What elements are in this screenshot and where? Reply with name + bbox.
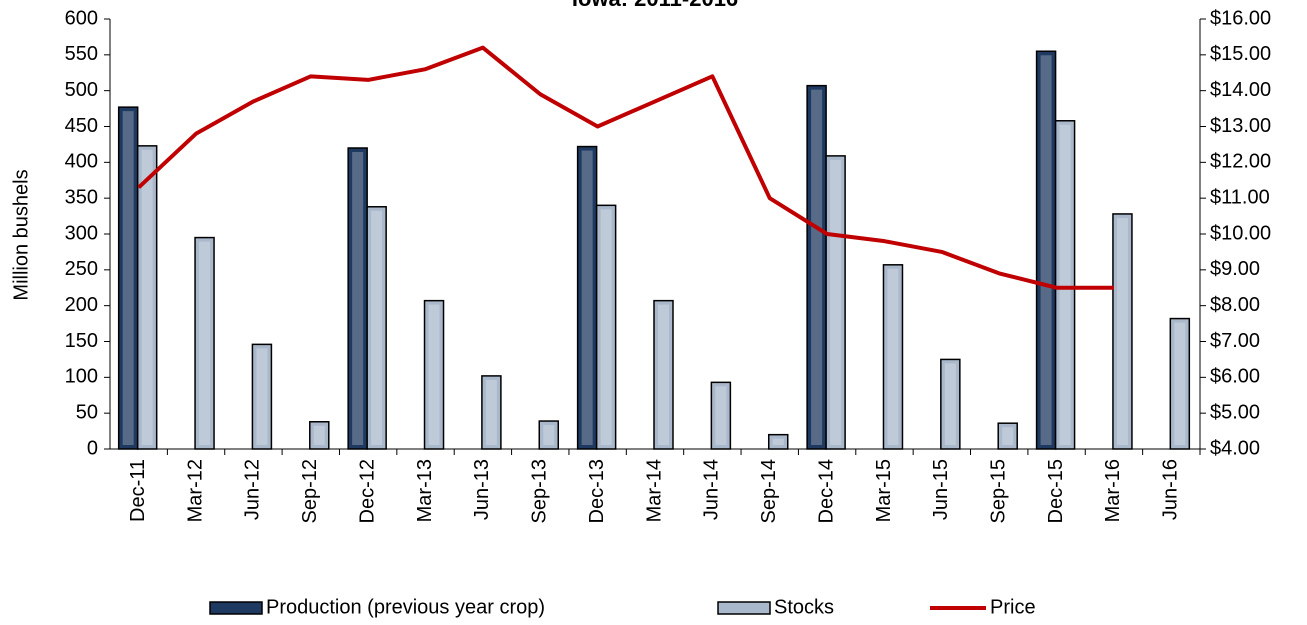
bar-highlight: [1174, 322, 1186, 445]
bar: [136, 145, 158, 450]
y-tick-label: 200: [65, 294, 98, 316]
bar: [653, 299, 674, 450]
bar: [1169, 317, 1191, 450]
bar: [1112, 213, 1133, 450]
bar: [423, 299, 445, 450]
y-tick-label: 450: [65, 115, 98, 137]
bar: [194, 236, 215, 450]
legend-swatch: [717, 601, 771, 615]
y-tick-label: 500: [65, 79, 98, 101]
bar: [710, 381, 732, 450]
y2-tick-label: $4.00: [1210, 437, 1260, 459]
y-tick-label: 600: [65, 7, 98, 29]
chart-title: Iowa: 2011-2016: [572, 0, 738, 11]
y2-tick-label: $13.00: [1210, 115, 1271, 137]
x-tick-label: Mar-15: [873, 459, 895, 522]
legend-label: Production (previous year crop): [266, 596, 545, 618]
y-tick-label: 150: [65, 330, 98, 352]
bar-highlight: [313, 425, 325, 445]
bar: [882, 264, 904, 450]
bar-highlight: [600, 209, 612, 445]
bar-highlight: [581, 150, 593, 446]
bar-highlight: [485, 379, 497, 445]
x-tick-label: Dec-12: [356, 459, 378, 523]
bar: [595, 204, 617, 450]
x-tick-label: Jun-16: [1160, 459, 1182, 520]
bar: [309, 421, 330, 450]
x-tick-label: Jun-12: [242, 459, 264, 520]
bar-highlight: [944, 363, 956, 445]
y2-tick-label: $12.00: [1210, 151, 1271, 173]
bar: [366, 206, 387, 450]
bar-highlight: [352, 152, 364, 445]
y-tick-label: 550: [65, 43, 98, 65]
line: [137, 45, 1114, 290]
y2-tick-label: $8.00: [1210, 294, 1260, 316]
y-tick-label: 300: [65, 222, 98, 244]
bar-highlight: [658, 304, 669, 445]
y2-tick-label: $10.00: [1210, 222, 1271, 244]
bar: [940, 358, 961, 450]
bar-highlight: [1059, 124, 1071, 446]
y-tick-label: 400: [65, 151, 98, 173]
x-tick-label: Mar-16: [1102, 459, 1124, 522]
y-tick-label: 50: [76, 401, 98, 423]
x-tick-label: Dec-11: [127, 459, 149, 522]
bar-highlight: [256, 348, 268, 445]
bar-highlight: [1002, 427, 1014, 445]
y-axis-title: Million bushels: [10, 169, 32, 300]
bar: [1054, 120, 1076, 450]
bar-highlight: [428, 304, 440, 445]
x-tick-label: Dec-14: [815, 459, 837, 523]
y2-tick-label: $5.00: [1210, 401, 1260, 423]
y-tick-label: 350: [65, 186, 98, 208]
x-tick-label: Jun-15: [930, 459, 952, 520]
bar-highlight: [887, 268, 899, 445]
bar-highlight: [1116, 217, 1128, 445]
bar-highlight: [772, 438, 784, 445]
bar-highlight: [715, 386, 727, 445]
y-tick-label: 250: [65, 258, 98, 280]
bar: [538, 420, 560, 450]
bar-highlight: [543, 425, 555, 445]
x-tick-label: Mar-12: [184, 459, 206, 522]
legend-swatch: [209, 601, 263, 615]
bar: [251, 343, 273, 450]
y2-tick-label: $14.00: [1210, 79, 1271, 101]
bar: [997, 422, 1018, 450]
bar-highlight: [830, 159, 842, 445]
bar: [767, 433, 789, 450]
x-tick-label: Jun-14: [701, 459, 723, 520]
x-tick-label: Jun-13: [471, 459, 493, 520]
bar: [481, 375, 502, 450]
bar: [825, 155, 846, 450]
bar-highlight: [371, 210, 383, 445]
x-tick-label: Mar-13: [414, 459, 436, 522]
bar-highlight: [122, 111, 134, 446]
x-tick-label: Mar-14: [643, 459, 665, 522]
x-tick-label: Sep-13: [529, 459, 551, 524]
y-tick-label: 0: [87, 437, 98, 459]
bar-highlight: [141, 149, 153, 445]
legend-label: Price: [990, 596, 1036, 618]
y2-tick-label: $16.00: [1210, 7, 1271, 29]
y2-tick-label: $15.00: [1210, 43, 1271, 65]
x-tick-label: Sep-14: [758, 459, 780, 524]
x-tick-label: Sep-12: [299, 459, 321, 524]
y-tick-label: 100: [65, 366, 98, 388]
bar-highlight: [811, 89, 823, 446]
bar-highlight: [199, 241, 211, 445]
x-tick-label: Sep-15: [987, 459, 1009, 524]
y2-tick-label: $9.00: [1210, 258, 1260, 280]
legend-label: Stocks: [774, 596, 834, 618]
bar-highlight: [1040, 55, 1052, 445]
y2-tick-label: $6.00: [1210, 366, 1260, 388]
x-tick-label: Dec-13: [586, 459, 608, 523]
x-tick-label: Dec-15: [1045, 459, 1067, 523]
y2-tick-label: $7.00: [1210, 330, 1260, 352]
y2-tick-label: $11.00: [1210, 186, 1270, 208]
